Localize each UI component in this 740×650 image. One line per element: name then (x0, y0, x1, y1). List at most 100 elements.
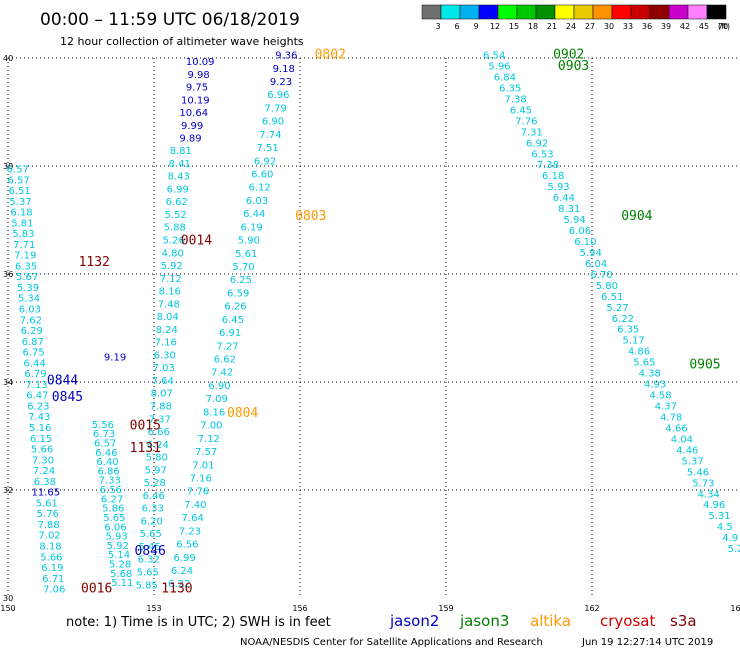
colorbar-label: 9 (473, 22, 478, 31)
wave-height-point: 5.80 (596, 281, 618, 292)
x-tick-label: 150 (0, 604, 15, 613)
wave-height-point: 6.20 (141, 516, 163, 527)
wave-height-point: 5.28 (144, 478, 166, 489)
wave-height-point: 6.40 (96, 457, 118, 468)
colorbar-label: 12 (490, 22, 500, 31)
wave-height-point: 9.98 (187, 70, 209, 81)
wave-height-point: 6.44 (23, 358, 45, 369)
satellite-legend: jason2 jason3 altika cryosat s3a (389, 612, 697, 630)
colorbar-label: 39 (661, 22, 671, 31)
wave-height-point: 9.75 (186, 83, 208, 94)
wave-height-point: 5.16 (29, 423, 51, 434)
wave-height-point: 6.75 (23, 348, 45, 359)
wave-height-point: 6.91 (219, 328, 241, 339)
pass-time-label: 0846 (135, 544, 166, 559)
pass-time-label: 0014 (181, 233, 212, 248)
wave-height-point: 5.52 (165, 210, 187, 221)
wave-height-point: 7.51 (257, 143, 279, 154)
wave-height-point: 6.54 (483, 51, 505, 62)
colorbar-label: 70 (718, 22, 728, 31)
wave-height-point: 9.18 (273, 64, 295, 75)
wave-height-point: 7.02 (38, 531, 60, 542)
wave-height-point: 7.43 (28, 412, 50, 423)
colorbar-swatch (554, 4, 575, 20)
wave-height-point: 5.14 (108, 550, 130, 561)
pass-time-label: 1132 (79, 255, 110, 270)
colorbar-swatch (573, 4, 594, 20)
wave-height-point: 6.24 (147, 440, 169, 451)
axis-ticks: 150 153 156 159 162 165 30 32 34 36 38 40 (0, 54, 740, 613)
wave-height-point: 4.34 (698, 489, 720, 500)
wave-height-point: 7.38 (537, 160, 559, 171)
wave-height-point: 6.99 (174, 553, 196, 564)
wave-height-point: 7.16 (155, 338, 177, 349)
wave-height-point: 7.64 (182, 513, 204, 524)
wave-height-point: 9.36 (275, 51, 297, 62)
wave-height-point: 6.19 (41, 563, 63, 574)
wave-height-point: 4.86 (628, 347, 650, 358)
colorbar-label: 6 (454, 22, 459, 31)
wave-height-point: 6.15 (30, 434, 52, 445)
wave-height-point: 6.35 (617, 325, 639, 336)
wave-height-point: 9.99 (181, 121, 203, 132)
wave-height-point: 7.48 (158, 299, 180, 310)
footer-credit: NOAA/NESDIS Center for Satellite Applica… (240, 637, 543, 648)
wave-height-point: 4.9 (722, 533, 738, 544)
wave-height-point: 10.64 (179, 108, 208, 119)
wave-height-point: 6.27 (101, 494, 123, 505)
wave-height-point: 8.43 (168, 172, 190, 183)
wave-height-point: 7.19 (14, 251, 36, 262)
wave-height-point: 5.86 (102, 504, 124, 515)
wave-height-point: 6.25 (230, 275, 252, 286)
wave-height-point: 5.93 (547, 182, 569, 193)
legend-entry-cryosat: cryosat (600, 612, 655, 630)
colorbar-label: 24 (566, 22, 576, 31)
wave-height-point: 6.47 (26, 391, 48, 402)
wave-height-point: 5.65 (633, 358, 655, 369)
wave-height-point: 6.90 (262, 117, 284, 128)
wave-height-point: 6.04 (585, 259, 607, 270)
pass-time-label: 0802 (315, 48, 346, 63)
wave-height-point: 6.62 (214, 355, 236, 366)
wave-height-point: 5.94 (580, 248, 602, 259)
legend-entry-jason3: jason3 (459, 612, 509, 630)
wave-height-point: 4.04 (671, 434, 693, 445)
wave-height-point: 6.10 (574, 237, 596, 248)
wave-height-point: 5.56 (92, 420, 114, 431)
wave-height-point: 5.17 (623, 336, 645, 347)
grid-lines (7, 57, 738, 598)
x-tick-label: 165 (730, 604, 740, 613)
wave-height-point: 6.79 (24, 369, 46, 380)
wave-height-point: 5.94 (564, 215, 586, 226)
wave-height-point: 6.90 (208, 381, 230, 392)
wave-height-point: 6.03 (246, 196, 268, 207)
wave-height-point: 7.00 (200, 421, 222, 432)
colorbar-label: 27 (585, 22, 595, 31)
wave-height-point: 6.53 (531, 149, 553, 160)
wave-height-point: 7.79 (265, 103, 287, 114)
colorbar-swatch (592, 4, 613, 20)
wave-height-point: 6.33 (142, 504, 164, 515)
wave-height-point: 7.62 (20, 315, 42, 326)
wave-height-point: 6.18 (10, 208, 32, 219)
colorbar-label: 18 (528, 22, 538, 31)
wave-height-point: 5.27 (606, 303, 628, 314)
wave-height-point: 6.66 (148, 427, 170, 438)
wave-height-point: 7.24 (33, 466, 55, 477)
colorbar-label: 30 (604, 22, 614, 31)
wave-height-point: 4.58 (649, 391, 671, 402)
pass-time-label: 0844 (47, 374, 78, 389)
wave-height-point: 6.45 (510, 105, 532, 116)
wave-height-point: 6.59 (227, 288, 249, 299)
y-tick-label: 34 (3, 378, 13, 387)
wave-height-point: 6.60 (251, 169, 273, 180)
wave-height-point: 7.57 (195, 447, 217, 458)
wave-height-point: 6.22 (168, 579, 190, 590)
pass-time-label: 0845 (52, 390, 83, 405)
pass-time-label: 0015 (130, 419, 161, 434)
wave-height-point: 5.26 (163, 236, 185, 247)
wave-height-point: 5.81 (11, 218, 33, 229)
wave-height-point: 7.40 (184, 500, 206, 511)
pass-time-label: 1130 (161, 582, 192, 597)
